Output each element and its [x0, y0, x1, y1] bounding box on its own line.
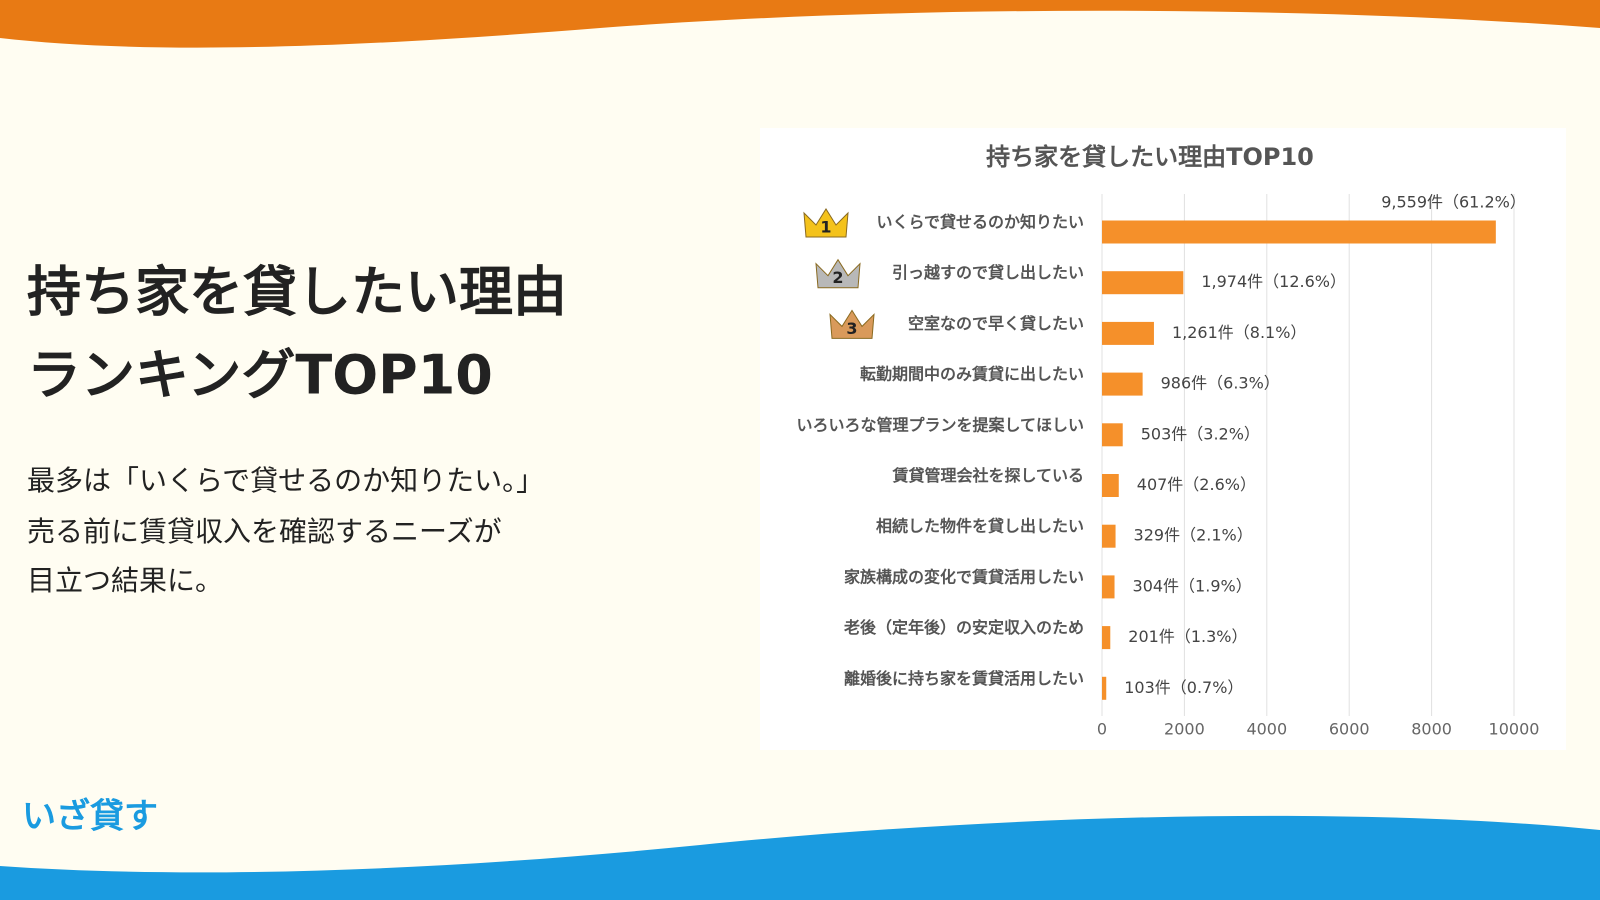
value-label: 103件（0.7%）	[1124, 678, 1243, 697]
value-label: 407件（2.6%）	[1137, 475, 1256, 494]
body-text: 売る前に賃貸収入を確認するニーズが	[27, 515, 502, 548]
bar	[1102, 220, 1496, 244]
category-label: 転勤期間中のみ賃貸に出したい	[860, 365, 1084, 384]
bottom-wave	[0, 815, 1600, 900]
bar	[1102, 626, 1111, 650]
top-wave	[0, 0, 1600, 48]
rank-badge: 3	[846, 319, 857, 338]
value-label: 201件（1.3%）	[1128, 627, 1247, 646]
chart-title: 持ち家を貸したい理由TOP10	[986, 143, 1314, 171]
value-label: 503件（3.2%）	[1141, 424, 1260, 443]
x-tick-label: 0	[1097, 720, 1107, 739]
x-tick-label: 10000	[1489, 720, 1540, 739]
value-label: 986件（6.3%）	[1161, 374, 1280, 393]
logo: いざ貸す	[22, 797, 158, 837]
headline: ランキングTOP10	[27, 344, 493, 407]
category-label: 賃貸管理会社を探している	[891, 466, 1084, 485]
bar	[1102, 524, 1116, 548]
value-label: 9,559件（61.2%）	[1381, 193, 1526, 212]
body-text: 最多は「いくらで貸せるのか知りたい。」	[27, 464, 544, 497]
crown-icon	[829, 309, 875, 339]
category-label: 老後（定年後）の安定収入のため	[843, 618, 1084, 637]
x-tick-label: 8000	[1411, 720, 1452, 739]
value-label: 329件（2.1%）	[1134, 526, 1253, 545]
category-label: 家族構成の変化で賃貸活用したい	[844, 567, 1084, 586]
x-tick-label: 2000	[1164, 720, 1205, 739]
category-label: いろいろな管理プランを提案してほしい	[796, 415, 1084, 434]
bar	[1102, 423, 1123, 447]
value-label: 1,261件（8.1%）	[1172, 323, 1306, 342]
rank-badge: 1	[820, 218, 831, 237]
bar	[1102, 321, 1154, 345]
headline: 持ち家を貸したい理由	[27, 261, 567, 324]
bar	[1102, 271, 1184, 295]
bar	[1102, 575, 1115, 599]
x-tick-label: 4000	[1246, 720, 1287, 739]
bar	[1102, 372, 1143, 396]
category-label: いくらで貸せるのか知りたい	[876, 213, 1084, 232]
category-label: 空室なので早く貸したい	[908, 314, 1084, 333]
category-label: 離婚後に持ち家を賃貸活用したい	[844, 669, 1084, 688]
value-label: 304件（1.9%）	[1133, 576, 1252, 595]
category-label: 相続した物件を貸し出したい	[876, 517, 1084, 536]
value-label: 1,974件（12.6%）	[1201, 272, 1346, 291]
crown-icon	[803, 208, 849, 238]
bar	[1102, 474, 1119, 497]
x-tick-label: 6000	[1329, 720, 1370, 739]
bar	[1102, 676, 1107, 700]
crown-icon	[815, 258, 861, 289]
category-label: 引っ越すので貸し出したい	[892, 263, 1084, 282]
body-text: 目立つ結果に。	[27, 564, 223, 597]
rank-badge: 2	[832, 268, 843, 287]
